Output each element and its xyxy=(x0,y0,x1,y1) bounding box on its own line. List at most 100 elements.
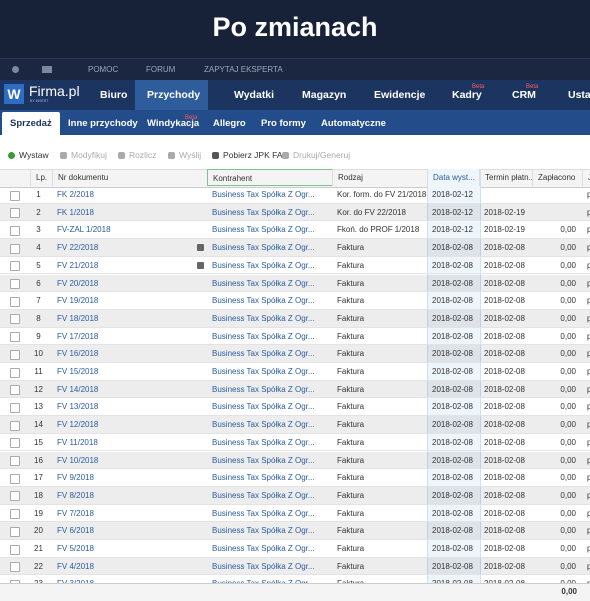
cell-nr[interactable]: FV 15/2018 xyxy=(57,367,99,376)
cell-kontrahent[interactable]: Business Tax Spółka Z Ogr... xyxy=(212,384,315,394)
cell-nr[interactable]: FK 1/2018 xyxy=(57,207,94,217)
table-row[interactable] xyxy=(0,451,590,470)
sub-nav-item[interactable]: Sprzedaż xyxy=(2,112,60,135)
column-header[interactable]: Nr dokumentu xyxy=(52,169,207,186)
row-checkbox[interactable] xyxy=(10,402,20,413)
action-button[interactable]: Modyfikuj xyxy=(60,150,107,160)
table-row[interactable] xyxy=(0,486,590,505)
cell-nr[interactable]: FV 14/2018 xyxy=(57,384,99,394)
cell-nr[interactable]: FV 7/2018 xyxy=(57,508,94,518)
cell-nr[interactable]: FV 18/2018 xyxy=(57,313,99,323)
toolbar-link[interactable]: POMOC xyxy=(88,65,119,74)
cell-kontrahent[interactable]: Business Tax Spółka Z Ogr... xyxy=(212,526,315,536)
cell-nr[interactable]: FV 21/2018 xyxy=(57,260,99,270)
column-header[interactable]: Zapłacono xyxy=(532,169,582,186)
table-row[interactable] xyxy=(0,239,590,257)
cell-kontrahent[interactable]: Business Tax Spółka Z Ogr... xyxy=(212,207,315,217)
table-row[interactable] xyxy=(0,434,590,452)
cell-nr[interactable]: FV-ZAL 1/2018 xyxy=(57,225,111,235)
table-row[interactable] xyxy=(0,257,590,275)
row-checkbox[interactable] xyxy=(10,562,20,573)
table-row[interactable] xyxy=(0,309,590,328)
row-checkbox[interactable] xyxy=(10,456,20,466)
sub-nav-item[interactable]: Inne przychody xyxy=(60,112,146,135)
table-row[interactable] xyxy=(0,345,590,363)
nav-item[interactable]: Biuro xyxy=(88,80,135,110)
row-checkbox[interactable] xyxy=(10,296,20,307)
cell-nr[interactable]: FV 10/2018 xyxy=(57,455,99,465)
cell-nr[interactable]: FV 12/2018 xyxy=(57,420,99,430)
row-checkbox[interactable] xyxy=(10,208,20,219)
row-checkbox[interactable] xyxy=(10,261,20,272)
sub-nav-item[interactable]: Pro formy xyxy=(253,112,314,135)
cell-nr[interactable]: FV 9/2018 xyxy=(57,473,94,483)
cell-kontrahent[interactable]: Business Tax Spółka Z Ogr... xyxy=(212,331,315,341)
cell-kontrahent[interactable]: Business Tax Spółka Z Ogr... xyxy=(212,349,315,359)
nav-item[interactable]: CRM Beta xyxy=(500,80,544,110)
row-checkbox[interactable] xyxy=(10,385,20,396)
row-checkbox[interactable] xyxy=(10,491,20,502)
row-checkbox[interactable] xyxy=(10,225,20,236)
action-label[interactable]: Drukuj/Generuj xyxy=(293,150,351,160)
row-checkbox[interactable] xyxy=(10,243,20,254)
nav-item[interactable]: Ustaw xyxy=(556,80,590,110)
table-row[interactable] xyxy=(0,328,590,346)
sub-nav-item[interactable]: Automatyczne xyxy=(313,112,394,135)
table-row[interactable] xyxy=(0,363,590,381)
table-row[interactable] xyxy=(0,274,590,293)
nav-item[interactable]: Wydatki xyxy=(222,80,282,110)
cell-nr[interactable]: FV 20/2018 xyxy=(57,278,99,288)
cell-nr[interactable]: FV 8/2018 xyxy=(57,490,94,500)
icon[interactable] xyxy=(42,66,52,73)
cell-nr[interactable]: FK 2/2018 xyxy=(57,190,94,199)
cell-kontrahent[interactable]: Business Tax Spółka Z Ogr... xyxy=(212,473,315,483)
table-row[interactable] xyxy=(0,221,590,240)
cell-nr[interactable]: FV 22/2018 xyxy=(57,243,99,253)
column-header[interactable]: Data wyst... xyxy=(427,169,479,186)
action-label[interactable]: Pobierz JPK FA xyxy=(223,150,283,160)
logo-icon[interactable]: W xyxy=(4,84,24,104)
cell-nr[interactable]: FV 6/2018 xyxy=(57,526,94,536)
cell-kontrahent[interactable]: Business Tax Spółka Z Ogr... xyxy=(212,190,315,199)
cell-kontrahent[interactable]: Business Tax Spółka Z Ogr... xyxy=(212,225,315,235)
table-row[interactable] xyxy=(0,380,590,399)
action-label[interactable]: Modyfikuj xyxy=(71,150,107,160)
cell-kontrahent[interactable]: Business Tax Spółka Z Ogr... xyxy=(212,313,315,323)
cell-kontrahent[interactable]: Business Tax Spółka Z Ogr... xyxy=(212,402,315,412)
cell-kontrahent[interactable]: Business Tax Spółka Z Ogr... xyxy=(212,544,315,553)
toolbar-link[interactable]: FORUM xyxy=(146,65,176,74)
row-checkbox[interactable] xyxy=(10,473,20,484)
column-header[interactable]: Rodzaj xyxy=(332,169,427,186)
column-header[interactable]: Kontrahent xyxy=(207,169,333,186)
edit-icon[interactable] xyxy=(197,244,204,252)
row-checkbox[interactable] xyxy=(10,367,20,378)
row-checkbox[interactable] xyxy=(10,314,20,325)
cell-kontrahent[interactable]: Business Tax Spółka Z Ogr... xyxy=(212,278,315,288)
action-button[interactable]: Wystaw xyxy=(8,150,49,160)
edit-icon[interactable] xyxy=(197,261,204,269)
logo[interactable]: Firma.pl xyxy=(29,83,80,99)
table-row[interactable] xyxy=(0,292,590,310)
cell-nr[interactable]: FV 4/2018 xyxy=(57,561,94,571)
sub-nav-item[interactable]: Windykacja Beta xyxy=(139,112,207,135)
cell-kontrahent[interactable]: Business Tax Spółka Z Ogr... xyxy=(212,243,315,253)
cell-kontrahent[interactable]: Business Tax Spółka Z Ogr... xyxy=(212,420,315,430)
action-button[interactable]: Pobierz JPK FA xyxy=(212,150,283,160)
column-header[interactable]: Lp. xyxy=(30,169,52,186)
table-row[interactable] xyxy=(0,505,590,523)
action-button[interactable]: Wyślij xyxy=(168,150,201,160)
nav-item[interactable]: Przychody xyxy=(135,80,209,110)
nav-item[interactable]: Kadry Beta xyxy=(440,80,490,110)
table-row[interactable] xyxy=(0,540,590,558)
row-checkbox[interactable] xyxy=(10,509,20,520)
row-checkbox[interactable] xyxy=(10,420,20,431)
action-button[interactable]: Rozlicz xyxy=(118,150,156,160)
row-checkbox[interactable] xyxy=(10,279,20,289)
row-checkbox[interactable] xyxy=(10,332,20,343)
sub-nav-item[interactable]: Allegro xyxy=(205,112,254,135)
cell-kontrahent[interactable]: Business Tax Spółka Z Ogr... xyxy=(212,367,315,376)
action-label[interactable]: Wyślij xyxy=(179,150,202,160)
icon[interactable] xyxy=(12,66,19,73)
cell-kontrahent[interactable]: Business Tax Spółka Z Ogr... xyxy=(212,508,315,518)
cell-nr[interactable]: FV 17/2018 xyxy=(57,331,99,341)
